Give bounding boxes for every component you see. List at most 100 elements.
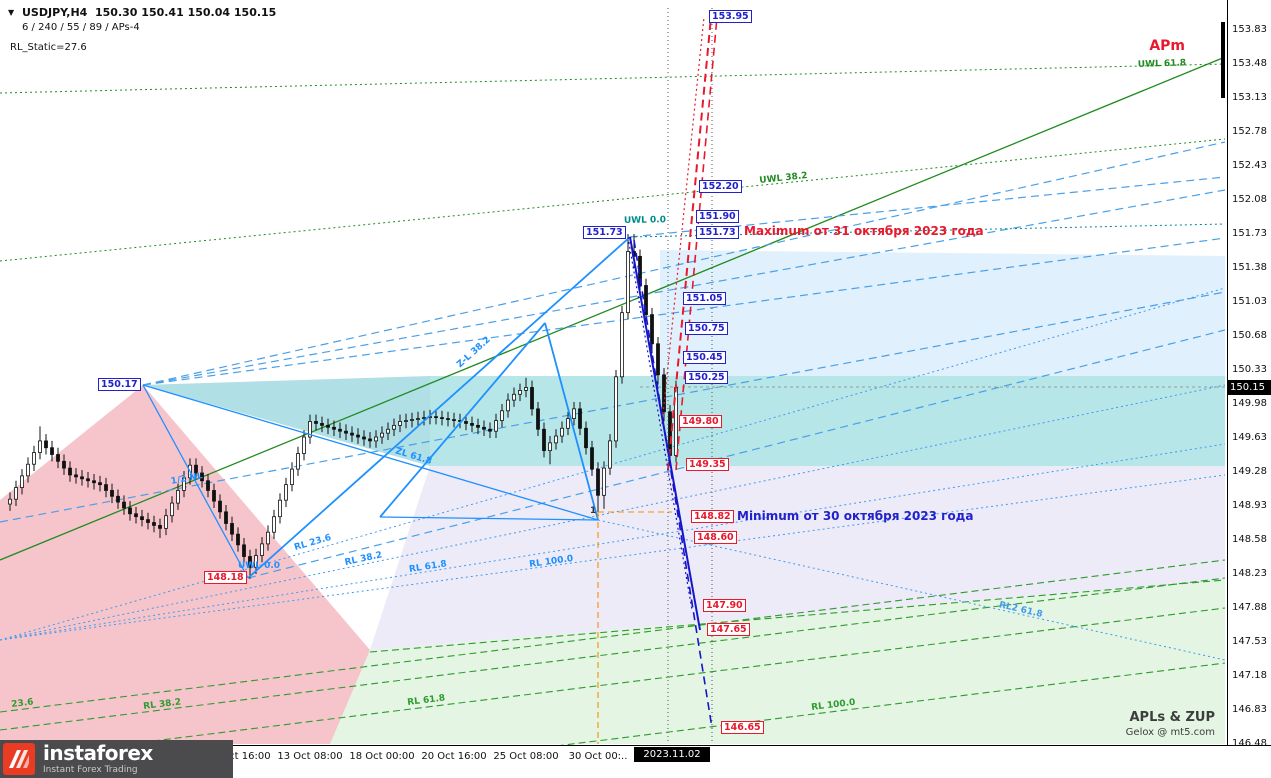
indicator-params: 6 / 240 / 55 / 89 / APs-4	[22, 22, 140, 33]
candle	[368, 432, 372, 448]
candle	[488, 422, 492, 438]
candle	[608, 434, 612, 475]
symbol-dropdown-icon[interactable]: ▼	[8, 8, 15, 17]
current-price-badge: 150.15	[1227, 380, 1271, 395]
zone-pink-wedge	[0, 385, 370, 744]
candle	[524, 377, 528, 398]
trend-line	[379, 516, 599, 521]
candle	[26, 457, 30, 483]
ohlc-high: 150.41	[141, 6, 184, 19]
price-axis[interactable]: 153.83 153.48 153.13 152.78 152.43 152.08 151.…	[1227, 0, 1271, 749]
candle	[158, 518, 162, 539]
candle	[536, 402, 540, 437]
candle	[326, 418, 330, 435]
price-tick: 147.53	[1232, 636, 1267, 647]
candle	[98, 475, 102, 492]
price-tick: 152.78	[1232, 126, 1267, 137]
candle	[578, 402, 582, 436]
candle	[110, 483, 114, 504]
chart-canvas[interactable]	[0, 0, 1227, 745]
trend-line	[627, 236, 693, 611]
price-tick: 152.43	[1232, 160, 1267, 171]
trend-line	[142, 384, 599, 521]
candle	[380, 426, 384, 444]
price-tick: 151.03	[1232, 296, 1267, 307]
trend-line	[142, 141, 1226, 386]
brand-name: instaforex	[43, 741, 153, 765]
candle	[80, 470, 84, 486]
candle	[362, 430, 366, 446]
candle	[506, 393, 510, 418]
candle	[146, 512, 150, 530]
candle	[584, 421, 588, 455]
trend-line	[247, 236, 631, 579]
candle	[344, 424, 348, 440]
credits-tool: APLs & ZUP	[1129, 710, 1215, 725]
candle	[542, 422, 546, 458]
instaforex-logo-icon	[3, 743, 35, 775]
time-label: 20 Oct 16:00	[421, 751, 487, 762]
candle	[104, 477, 108, 498]
trend-line	[142, 384, 249, 579]
trend-line	[667, 16, 712, 471]
candle	[422, 410, 426, 426]
candle	[296, 446, 300, 476]
price-tick: 147.88	[1232, 602, 1267, 613]
trend-line	[369, 579, 1226, 653]
candle	[500, 404, 504, 428]
candle	[170, 496, 174, 523]
maximum-annotation: Maximum от 31 октября 2023 года	[744, 224, 984, 238]
candle	[452, 412, 456, 428]
candle	[650, 307, 654, 354]
time-label: 18 Oct 00:00	[349, 751, 415, 762]
candle	[596, 462, 600, 517]
candle	[314, 414, 318, 431]
trend-line	[0, 138, 1226, 262]
candle	[140, 509, 144, 527]
candle	[62, 454, 66, 475]
zone-upper-blue-zone	[660, 250, 1225, 376]
candle	[20, 469, 24, 495]
price-tick: 151.38	[1232, 262, 1267, 273]
candle	[92, 473, 96, 490]
crosshair-time-badge: 2023.11.02 14:38	[634, 747, 710, 775]
credits-author: Gelox @ mt5.com	[1125, 727, 1215, 738]
instaforex-watermark: instaforex Instant Forex Trading	[0, 740, 233, 778]
ohlc-open: 150.30	[95, 6, 138, 19]
candle	[476, 418, 480, 435]
candle	[410, 412, 414, 428]
trend-line	[0, 577, 1226, 731]
candle	[224, 505, 228, 531]
candle	[206, 473, 210, 498]
trend-line	[0, 56, 1226, 561]
candle	[38, 426, 42, 460]
candle	[572, 402, 576, 426]
trend-line	[0, 63, 1226, 94]
trend-line	[559, 662, 1226, 745]
candle	[398, 414, 402, 433]
trend-line	[544, 322, 599, 521]
price-tick: 153.48	[1232, 58, 1267, 69]
candle	[386, 422, 390, 440]
candle	[122, 495, 126, 515]
trend-line	[247, 329, 1226, 579]
price-tick: 150.33	[1232, 364, 1267, 375]
candle	[464, 414, 468, 431]
candle	[200, 466, 204, 488]
candle	[620, 305, 624, 384]
candle	[590, 440, 594, 476]
candle	[194, 458, 198, 480]
candle	[116, 489, 120, 509]
candle	[392, 418, 396, 437]
candle	[656, 336, 660, 385]
price-tick: 147.18	[1232, 670, 1267, 681]
candle	[518, 383, 522, 402]
candle	[8, 492, 12, 511]
price-tick: 148.58	[1232, 534, 1267, 545]
candle	[470, 416, 474, 433]
time-label: 30 Oct 00:..	[568, 751, 628, 762]
price-tick: 146.83	[1232, 704, 1267, 715]
candle	[128, 501, 132, 521]
candle	[482, 420, 486, 437]
